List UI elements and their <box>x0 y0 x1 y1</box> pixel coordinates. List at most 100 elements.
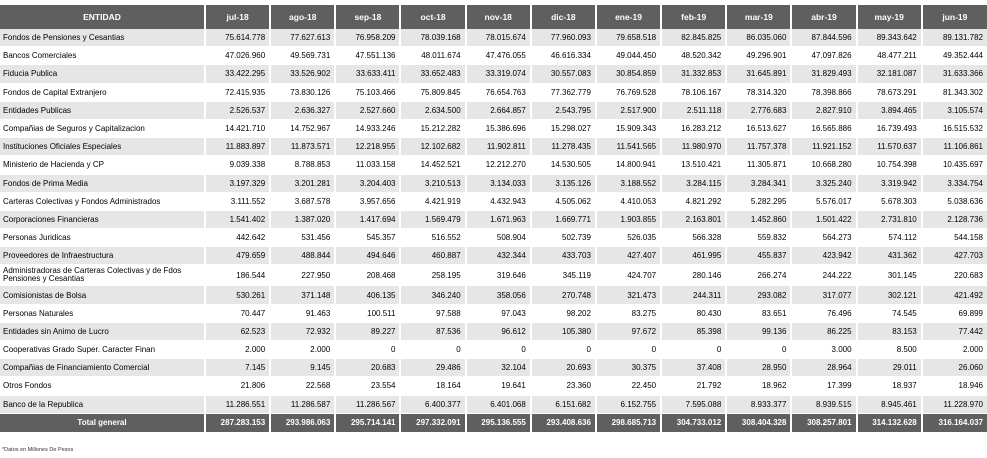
value-cell: 49.044.450 <box>595 46 663 66</box>
entity-name-cell: Compañias de Financiamiento Comercial <box>0 358 207 378</box>
value-cell: 78.673.291 <box>856 83 923 102</box>
value-cell: 33.652.483 <box>400 64 467 84</box>
value-cell: 33.422.295 <box>205 64 272 84</box>
column-header-entidad: ENTIDAD <box>0 5 207 29</box>
value-cell: 80.430 <box>661 304 728 323</box>
column-header-month: oct-18 <box>400 5 467 29</box>
value-cell: 32.181.087 <box>856 64 923 84</box>
value-cell: 31.645.891 <box>726 64 793 84</box>
value-cell: 319.646 <box>465 264 532 287</box>
value-cell: 0 <box>335 340 402 360</box>
value-cell: 3.111.552 <box>205 192 272 211</box>
value-cell: 566.328 <box>661 228 728 248</box>
value-cell: 30.375 <box>595 358 663 378</box>
value-cell: 479.659 <box>205 246 272 266</box>
value-cell: 545.357 <box>335 228 402 248</box>
value-cell: 12.218.955 <box>335 137 402 157</box>
value-cell: 72.932 <box>270 322 337 342</box>
value-cell: 301.145 <box>856 264 923 287</box>
value-cell: 21.806 <box>205 376 272 396</box>
column-header-month: abr-19 <box>791 5 858 29</box>
value-cell: 559.832 <box>726 228 793 248</box>
value-cell: 508.904 <box>465 228 532 248</box>
value-cell: 6.152.755 <box>595 395 663 414</box>
value-cell: 2.731.810 <box>856 210 923 230</box>
value-cell: 1.903.855 <box>595 210 663 230</box>
value-cell: 2.511.118 <box>661 101 728 120</box>
value-cell: 2.664.857 <box>465 101 532 120</box>
table-row: Otros Fondos 21.806 22.568 23.554 18.164 19.6… <box>0 376 987 396</box>
value-cell: 20.683 <box>335 358 402 378</box>
entity-name-cell: Compañias de Seguros y Capitalizacion <box>0 119 207 139</box>
value-cell: 69.899 <box>921 304 987 323</box>
value-cell: 14.421.710 <box>205 119 272 139</box>
value-cell: 74.545 <box>856 304 923 323</box>
value-cell: 220.683 <box>921 264 987 287</box>
value-cell: 10.668.280 <box>791 155 858 175</box>
column-header-month: nov-18 <box>465 5 532 29</box>
value-cell: 28.964 <box>791 358 858 378</box>
value-cell: 16.739.493 <box>856 119 923 139</box>
value-cell: 8.939.515 <box>791 395 858 414</box>
value-cell: 87.844.596 <box>791 29 858 48</box>
value-cell: 432.344 <box>465 246 532 266</box>
value-cell: 30.557.083 <box>530 64 597 84</box>
value-cell: 421.492 <box>921 285 987 305</box>
entity-name-cell: Cooperativas Grado Super. Caracter Finan <box>0 340 207 360</box>
total-value-cell: 308.404.328 <box>726 413 793 432</box>
value-cell: 0 <box>400 340 467 360</box>
value-cell: 75.614.778 <box>205 29 272 48</box>
entity-name-cell: Fondos de Capital Extranjero <box>0 83 207 102</box>
value-cell: 11.033.158 <box>335 155 402 175</box>
value-cell: 96.612 <box>465 322 532 342</box>
value-cell: 22.568 <box>270 376 337 396</box>
value-cell: 76.496 <box>791 304 858 323</box>
value-cell: 3.325.240 <box>791 174 858 193</box>
value-cell: 5.576.017 <box>791 192 858 211</box>
value-cell: 14.933.246 <box>335 119 402 139</box>
value-cell: 293.082 <box>726 285 793 305</box>
value-cell: 89.227 <box>335 322 402 342</box>
total-value-cell: 304.733.012 <box>661 413 728 432</box>
value-cell: 302.121 <box>856 285 923 305</box>
value-cell: 83.153 <box>856 322 923 342</box>
entity-name-cell: Carteras Colectivas y Fondos Administrad… <box>0 192 207 211</box>
value-cell: 266.274 <box>726 264 793 287</box>
value-cell: 29.486 <box>400 358 467 378</box>
table-row: Cooperativas Grado Super. Caracter Finan… <box>0 340 987 360</box>
value-cell: 33.319.074 <box>465 64 532 84</box>
value-cell: 10.435.697 <box>921 155 987 175</box>
value-cell: 2.776.683 <box>726 101 793 120</box>
table-row: Administradoras de Carteras Colectivas y… <box>0 264 987 287</box>
value-cell: 49.569.731 <box>270 46 337 66</box>
value-cell: 8.788.853 <box>270 155 337 175</box>
entity-name-cell: Instituciones Oficiales Especiales <box>0 137 207 157</box>
value-cell: 2.000 <box>921 340 987 360</box>
value-cell: 15.212.282 <box>400 119 467 139</box>
value-cell: 18.946 <box>921 376 987 396</box>
value-cell: 11.541.565 <box>595 137 663 157</box>
value-cell: 1.452.860 <box>726 210 793 230</box>
value-cell: 544.158 <box>921 228 987 248</box>
value-cell: 62.523 <box>205 322 272 342</box>
value-cell: 18.937 <box>856 376 923 396</box>
value-cell: 82.845.825 <box>661 29 728 48</box>
value-cell: 20.693 <box>530 358 597 378</box>
entity-name-cell: Comisionistas de Bolsa <box>0 285 207 305</box>
value-cell: 461.995 <box>661 246 728 266</box>
column-header-month: feb-19 <box>661 5 728 29</box>
value-cell: 3.957.656 <box>335 192 402 211</box>
value-cell: 72.415.935 <box>205 83 272 102</box>
value-cell: 14.752.967 <box>270 119 337 139</box>
table-row: Fondos de Prima Media 3.197.329 3.201.281 3… <box>0 174 987 193</box>
entity-name-cell: Fondos de Pensiones y Cesantias <box>0 29 207 48</box>
value-cell: 431.362 <box>856 246 923 266</box>
value-cell: 530.261 <box>205 285 272 305</box>
value-cell: 97.043 <box>465 304 532 323</box>
value-cell: 4.410.053 <box>595 192 663 211</box>
value-cell: 5.038.636 <box>921 192 987 211</box>
value-cell: 78.106.167 <box>661 83 728 102</box>
value-cell: 46.616.334 <box>530 46 597 66</box>
value-cell: 79.658.518 <box>595 29 663 48</box>
value-cell: 0 <box>465 340 532 360</box>
